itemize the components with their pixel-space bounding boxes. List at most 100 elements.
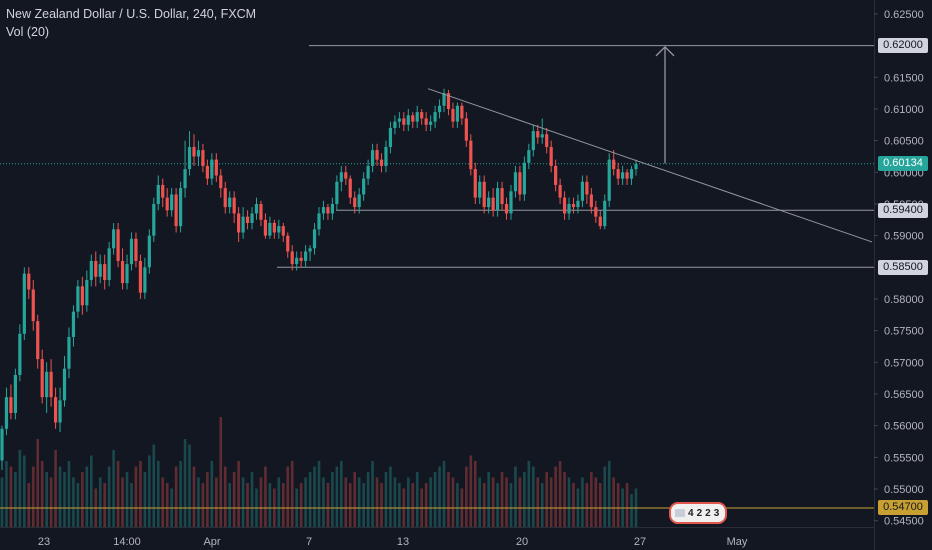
volume-bar <box>616 483 620 527</box>
candle-body <box>469 140 473 170</box>
candle-body <box>589 194 593 208</box>
candle-body <box>353 197 357 208</box>
volume-bar <box>527 461 531 527</box>
y-tick-label: 0.62500 <box>884 9 924 21</box>
volume-bar <box>5 461 8 527</box>
volume-bar <box>81 472 84 527</box>
candle-body <box>170 194 174 211</box>
candle-body <box>223 188 227 208</box>
volume-bar <box>40 461 44 527</box>
candle-body <box>156 184 160 204</box>
candle-body <box>112 229 116 249</box>
volume-bar <box>433 472 437 527</box>
price-axis[interactable]: 0.54500 0.55000 0.55500 0.56000 0.56500 0.570… <box>874 9 924 528</box>
y-tick-label: 0.56500 <box>884 389 924 401</box>
volume-bar <box>353 472 357 527</box>
symbol-title[interactable]: New Zealand Dollar / U.S. Dollar, 240, F… <box>6 7 257 21</box>
volume-bar <box>112 450 115 527</box>
y-tick-label: 0.57000 <box>884 357 924 369</box>
badge-item: 3 <box>713 507 720 519</box>
volume-bar <box>72 477 75 527</box>
candle-body <box>308 248 312 252</box>
volume-bar <box>558 461 562 527</box>
volume-bar <box>125 472 129 527</box>
candle-body <box>397 118 401 122</box>
volume-bar <box>348 483 352 527</box>
candle-body <box>487 197 491 208</box>
volume-bar <box>18 450 22 527</box>
candle-body <box>116 229 120 261</box>
volume-bar <box>554 466 557 527</box>
candle-body <box>85 279 89 306</box>
volume-bar <box>545 472 549 527</box>
target-arrow-head <box>655 45 675 57</box>
volume-bar <box>451 477 455 527</box>
candle-body <box>491 197 495 211</box>
y-tick-label: 0.59000 <box>884 231 924 243</box>
candle-body <box>509 191 513 214</box>
volume-bar <box>9 466 13 527</box>
volume-bar <box>308 472 312 527</box>
volume-bar <box>165 483 169 527</box>
volume-bar <box>264 466 267 527</box>
volume-bar <box>478 477 482 527</box>
candle-body <box>424 118 428 125</box>
candle-body <box>62 368 67 401</box>
volume-bar <box>500 472 504 527</box>
volume-bar <box>509 483 513 527</box>
candle-body <box>634 164 638 170</box>
candle-body <box>259 203 263 220</box>
candle-body <box>161 184 165 198</box>
candle-body <box>621 172 625 179</box>
volume-bar <box>237 461 240 527</box>
candle-body <box>585 181 589 195</box>
candle-body <box>49 371 53 398</box>
x-tick-label: 23 <box>38 536 50 548</box>
volume-bar <box>594 477 598 527</box>
badge-item: 2 <box>696 507 703 519</box>
volume-bar <box>317 461 321 527</box>
y-tick-label: 0.60500 <box>884 136 924 148</box>
candle-body <box>152 203 156 236</box>
volume-bar <box>536 477 540 527</box>
candle-body <box>536 131 540 138</box>
volume-bar <box>304 477 307 527</box>
candle-body <box>500 188 504 204</box>
candle-body <box>9 397 13 413</box>
volume-bar <box>174 466 178 527</box>
candle-body <box>76 286 80 312</box>
candle-body <box>237 213 241 233</box>
volume-bar <box>393 477 397 527</box>
drawings[interactable] <box>427 45 873 243</box>
candle-body <box>317 213 321 230</box>
volume-bar <box>228 483 232 527</box>
x-tick-label: 7 <box>306 536 312 548</box>
volume-bar <box>49 477 53 527</box>
volume-bar <box>473 461 477 527</box>
volume-bar <box>406 477 410 527</box>
price-tag-current: 0.60134 <box>878 156 928 172</box>
events-badge[interactable]: 4 2 2 3 <box>669 502 728 524</box>
volume-bar <box>232 472 236 527</box>
candle-body <box>201 150 205 166</box>
y-tick-label: 0.55500 <box>884 452 924 464</box>
volume-bar <box>281 483 285 527</box>
candle-body <box>549 146 553 166</box>
volume-bar <box>277 477 281 527</box>
candle-body <box>478 181 482 198</box>
time-axis[interactable]: 23 14:00 Apr 7 13 20 27 May <box>38 536 748 548</box>
candle-body <box>571 203 576 208</box>
candle-body <box>598 216 602 227</box>
candle-body <box>540 134 544 138</box>
candle-body <box>13 374 17 413</box>
candle-body <box>451 108 455 122</box>
candle-body <box>625 172 629 179</box>
volume-bar <box>415 472 419 527</box>
volume-indicator-label[interactable]: Vol (20) <box>6 25 50 39</box>
volume-bars <box>0 417 638 527</box>
candle-body <box>281 226 285 236</box>
candle-body <box>210 159 214 179</box>
candle-body <box>268 222 272 236</box>
price-tag-level: 0.62000 <box>878 38 928 54</box>
